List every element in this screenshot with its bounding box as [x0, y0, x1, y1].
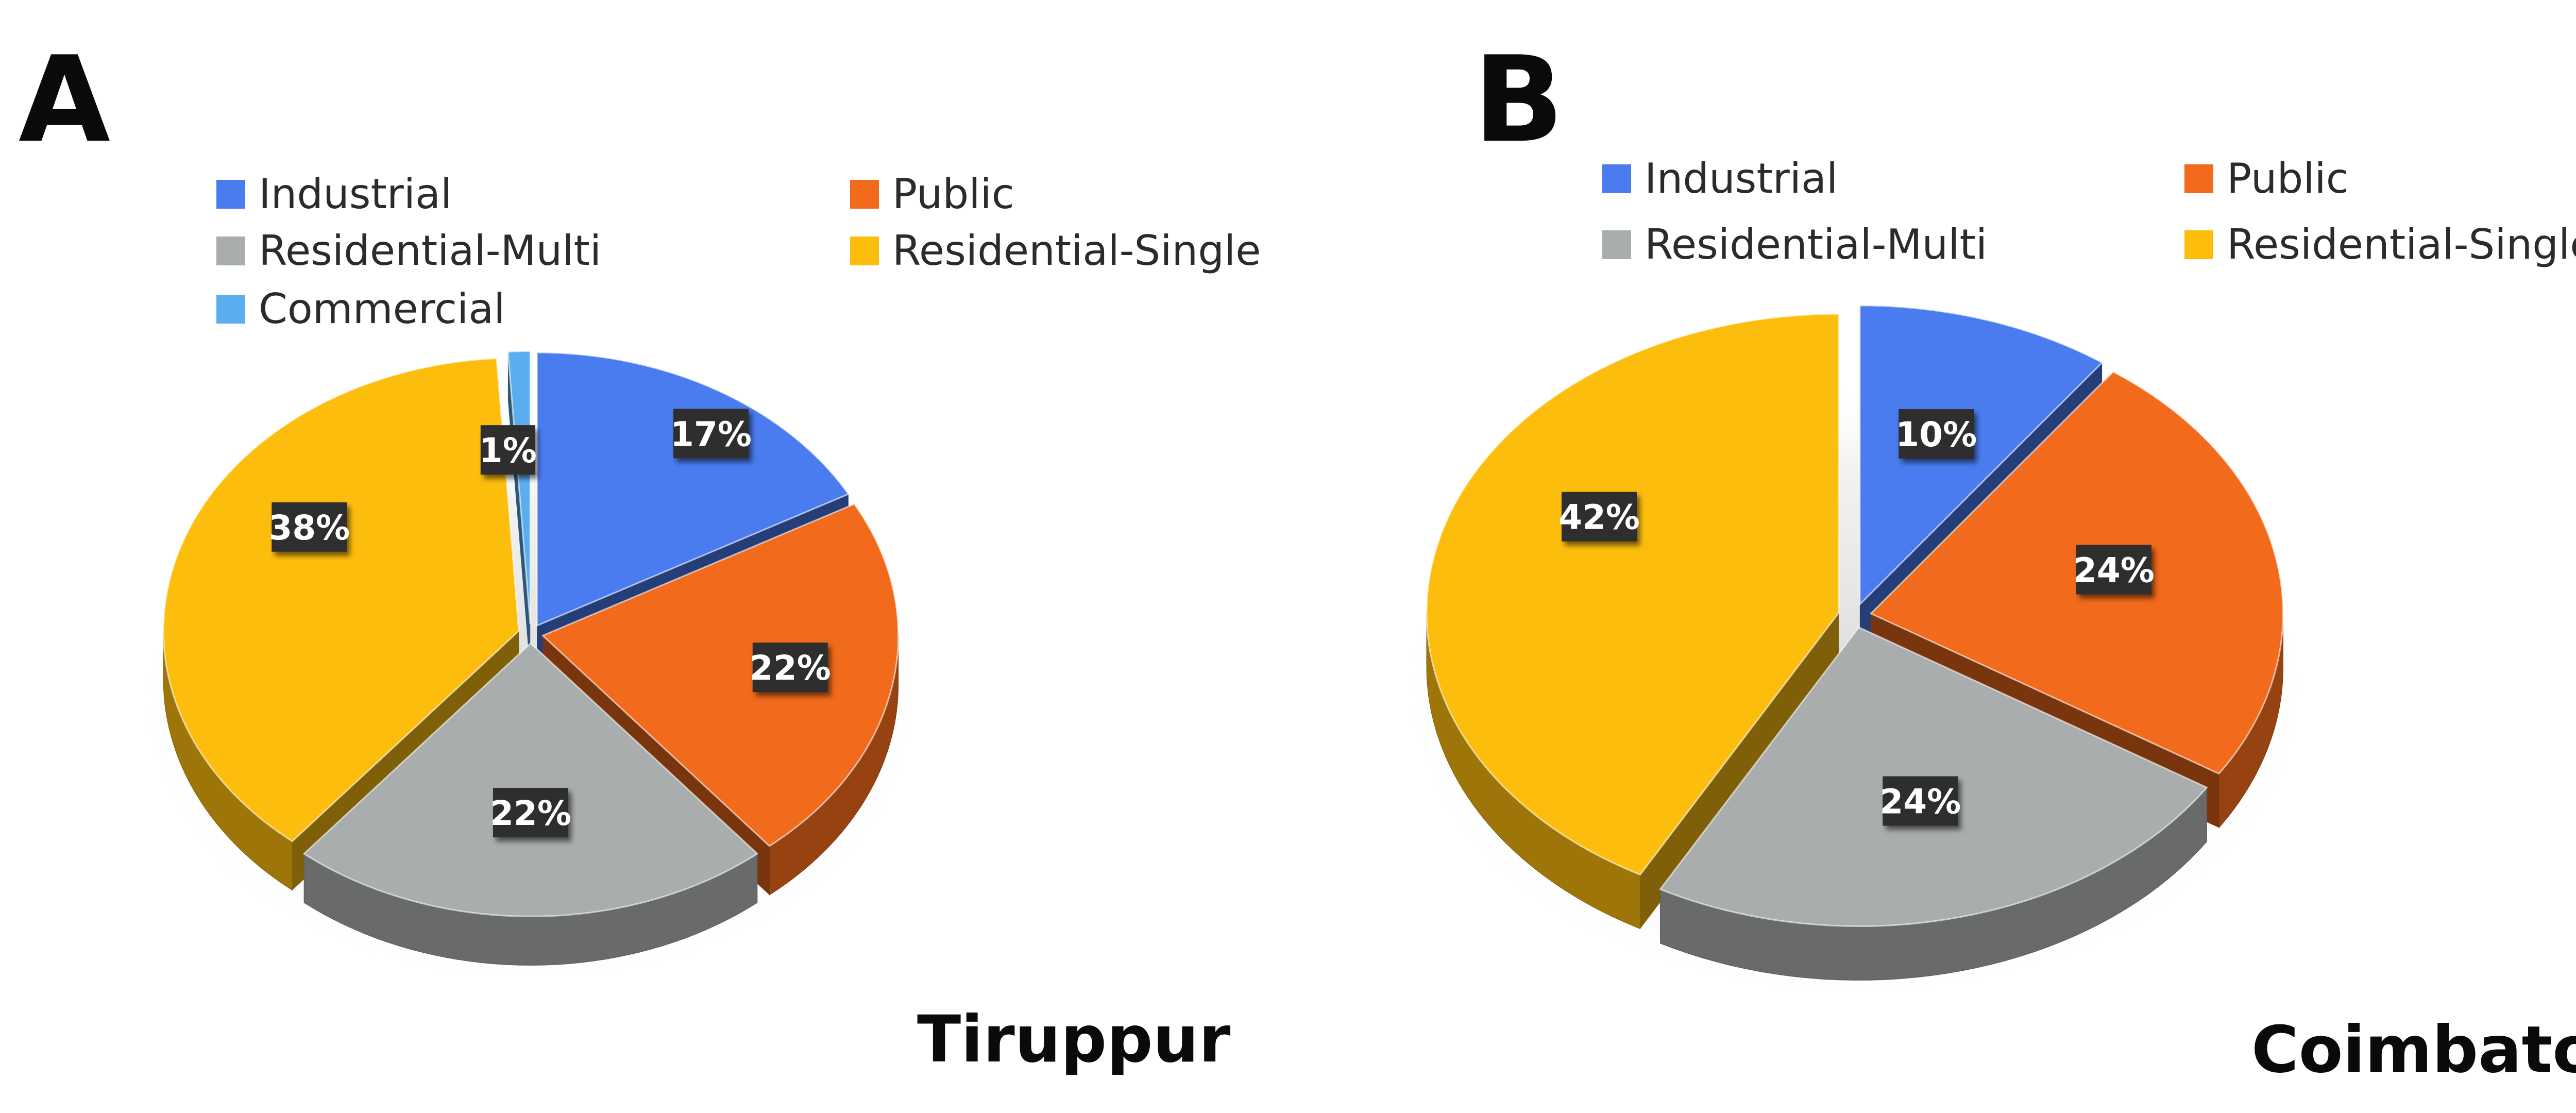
- slice-commercial: [507, 350, 531, 625]
- legend-label: Residential-Single: [2227, 221, 2576, 268]
- data-label-residential-multi: 24%: [1879, 782, 1961, 822]
- data-label-public: 22%: [750, 648, 831, 688]
- legend-item-residential-multi: Residential-Multi: [1602, 221, 1987, 268]
- legend-label: Commercial: [259, 285, 505, 333]
- chart-title-a: Tiruppur: [917, 1002, 1231, 1077]
- data-label-box: [493, 788, 568, 838]
- legend-item-commercial: Commercial: [216, 285, 505, 333]
- legend-label: Public: [892, 170, 1014, 218]
- data-label-box: [1899, 409, 1974, 459]
- legend-swatch: [850, 179, 879, 209]
- data-label-residential-single: 42%: [1558, 498, 1640, 537]
- legend-swatch: [850, 236, 879, 265]
- legend-label: Residential-Multi: [1645, 221, 1988, 268]
- chart-title-b: Coimbatore: [2251, 1013, 2576, 1087]
- slice-residential-single: [162, 357, 520, 842]
- legend-swatch: [216, 294, 245, 324]
- legend-item-public: Public: [850, 170, 1014, 218]
- legend-label: Residential-Multi: [259, 227, 602, 275]
- legend-swatch: [2184, 164, 2213, 193]
- data-label-box: [752, 643, 828, 693]
- legend-label: Industrial: [1645, 155, 1838, 203]
- data-label-industrial: 17%: [670, 414, 752, 454]
- legend-swatch: [216, 179, 245, 209]
- legend-label: Industrial: [259, 170, 452, 218]
- legend-item-residential-multi: Residential-Multi: [216, 227, 601, 275]
- panel-label-b: B: [1473, 31, 1564, 169]
- slice-public: [541, 503, 900, 847]
- data-label-commercial: 1%: [479, 431, 537, 470]
- pie-a: 17% 22% 22% 38% 1%: [132, 350, 929, 990]
- data-label-box: [2076, 545, 2151, 595]
- legend-swatch: [2184, 230, 2213, 259]
- data-label-industrial: 10%: [1895, 415, 1977, 454]
- slice-residential-multi: [302, 642, 759, 917]
- data-label-box: [673, 409, 749, 459]
- pie-b: 10% 24% 24% 42%: [1393, 305, 2316, 1004]
- legend-swatch: [216, 236, 245, 265]
- slice-residential-single: [1426, 313, 1840, 876]
- legend-item-industrial: Industrial: [1602, 155, 1838, 203]
- legend-item-residential-single: Residential-Single: [2184, 221, 2576, 268]
- data-label-box: [272, 502, 347, 552]
- data-label-residential-single: 38%: [268, 508, 350, 548]
- legend-item-public: Public: [2184, 155, 2349, 203]
- data-label-box: [1883, 776, 1958, 826]
- data-label-public: 24%: [2073, 550, 2155, 590]
- legend-swatch: [1602, 164, 1631, 193]
- legend-item-residential-single: Residential-Single: [850, 227, 1261, 275]
- legend-label: Residential-Single: [892, 227, 1261, 275]
- legend-label: Public: [2227, 155, 2349, 203]
- data-label-box: [1562, 492, 1637, 542]
- data-label-box: [480, 425, 535, 475]
- slice-industrial: [536, 351, 850, 627]
- slice-industrial: [1859, 305, 2104, 606]
- panel-label-a: A: [19, 31, 111, 169]
- legend-item-industrial: Industrial: [216, 170, 452, 218]
- legend-swatch: [1602, 230, 1631, 259]
- data-label-residential-multi: 22%: [490, 794, 571, 833]
